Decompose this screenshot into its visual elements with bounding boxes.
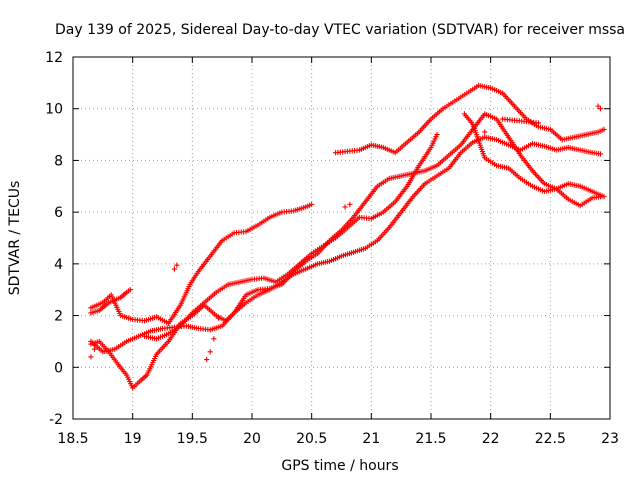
marks-layer [88,82,607,391]
data-point [342,204,348,210]
data-point [174,262,180,268]
series-track-4 [88,111,604,355]
data-point [127,287,133,293]
series-track-3 [88,134,604,391]
x-tick-label: 22.5 [535,431,566,447]
data-point [595,103,601,109]
y-tick-label: 12 [45,50,63,66]
data-point [204,356,210,363]
data-point [597,106,604,112]
data-point [601,126,607,132]
data-point [347,201,353,207]
x-tick-label: 23 [601,431,619,447]
data-point [171,266,178,272]
data-point [434,131,440,138]
y-tick-label: 4 [54,257,63,273]
series-track-5 [142,131,440,342]
data-point [207,349,213,355]
y-tick-label: -2 [49,412,63,428]
series-track-6 [332,82,607,156]
data-point [211,336,217,342]
series-track-8 [500,116,541,126]
y-tick-label: 2 [54,309,63,325]
x-tick-label: 21.5 [415,431,446,447]
x-tick-label: 18.5 [57,431,88,447]
data-point [597,151,604,157]
data-point [88,354,94,360]
x-tick-label: 21 [362,431,380,447]
data-point [215,315,222,321]
x-tick-label: 20.5 [296,431,327,447]
y-axis-label: SDTVAR / TECUs [7,181,23,296]
x-tick-label: 19.5 [177,431,208,447]
x-axis-label: GPS time / hours [281,458,398,474]
x-tick-label: 20 [243,431,261,447]
data-point [482,129,488,135]
plot-frame [72,56,611,420]
series-track-7 [461,111,607,200]
x-tick-label: 19 [124,431,142,447]
tick-layer: 18.5 19 19.5 20 20.5 21 21.5 22 22.5 23 -2 0 2 4 6 8 10 1… [45,50,619,447]
grid-layer [73,57,610,419]
y-tick-label: 6 [54,205,63,221]
chart-title: Day 139 of 2025, Sidereal Day-to-day VTE… [55,22,625,38]
x-tick-label: 22 [482,431,500,447]
y-tick-label: 8 [54,153,63,169]
series-track-9 [88,103,604,363]
data-point [309,201,315,207]
series-track-1 [88,201,315,326]
data-point [535,120,541,126]
series-track-2 [88,287,133,316]
data-point [91,346,98,352]
y-tick-label: 0 [54,360,63,376]
data-point [601,194,607,200]
y-tick-label: 10 [45,102,63,118]
